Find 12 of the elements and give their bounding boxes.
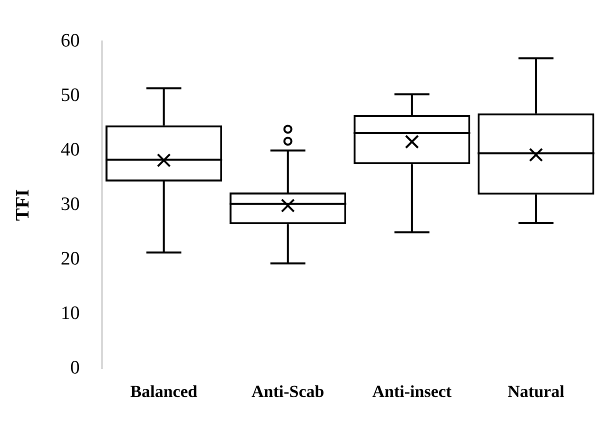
y-tick-label: 10 — [60, 303, 80, 324]
y-axis-title: TFI — [12, 189, 34, 221]
x-tick-label: Balanced — [130, 382, 198, 402]
y-tick-label: 40 — [60, 139, 80, 160]
y-tick-label: 30 — [60, 194, 80, 215]
y-tick-label: 50 — [60, 84, 80, 106]
x-tick-label: Natural — [508, 382, 565, 402]
y-tick-label: 60 — [60, 30, 80, 52]
y-tick-label: 20 — [60, 248, 80, 270]
x-tick-label: Anti-Scab — [252, 382, 324, 402]
x-tick-label: Anti-insect — [372, 382, 452, 402]
y-tick-label: 0 — [70, 358, 80, 379]
